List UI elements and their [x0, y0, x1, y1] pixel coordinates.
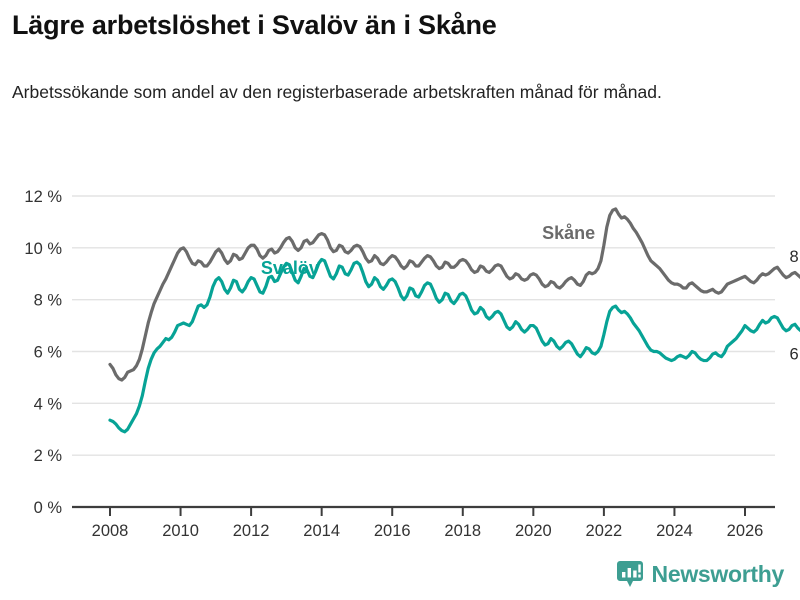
series-line-skåne — [108, 207, 800, 382]
y-tick-label: 8 % — [34, 292, 63, 310]
line-chart: 0 % 2 % 4 % 6 % 8 % 10 % 12 % 2008 2010 2012 2014… — [24, 188, 800, 540]
page-title: Lägre arbetslöshet i Svalöv än i Skåne — [12, 10, 497, 40]
gridlines — [72, 195, 775, 509]
x-tick-label: 2012 — [233, 522, 270, 540]
chart-subtitle: Arbetssökande som andel av den registerb… — [12, 82, 662, 102]
x-tick-label: 2014 — [303, 522, 340, 540]
footer-branding: Newsworthy — [616, 560, 785, 588]
newsworthy-logo-text: Newsworthy — [651, 560, 785, 587]
series-name-label-skåne: Skåne — [542, 223, 595, 243]
series-lines — [108, 207, 800, 434]
chart-area: 0 % 2 % 4 % 6 % 8 % 10 % 12 % 2008 2010 2012 2014… — [0, 170, 800, 550]
y-tick-label: 6 % — [34, 344, 63, 362]
x-tick-label: 2008 — [92, 522, 129, 540]
x-tick-label: 2010 — [162, 522, 199, 540]
x-tick-label: 2022 — [586, 522, 623, 540]
series-end-label-svalöv: 6,7 % — [790, 345, 800, 363]
y-tick-label: 12 % — [24, 188, 62, 206]
series-line-svalöv — [108, 257, 800, 434]
x-tick-label: 2024 — [656, 522, 693, 540]
x-tick-label: 2020 — [515, 522, 552, 540]
x-tick-label: 2018 — [444, 522, 481, 540]
series-name-label-svalöv: Svalöv — [261, 258, 319, 278]
y-axis-labels: 0 % 2 % 4 % 6 % 8 % 10 % 12 % — [24, 188, 62, 517]
x-tick-label: 2016 — [374, 522, 411, 540]
y-tick-label: 0 % — [34, 499, 63, 517]
y-tick-label: 2 % — [34, 447, 63, 465]
x-axis-labels: 2008 2010 2012 2014 2016 2018 2020 2022 2024 2026 — [92, 507, 764, 540]
x-tick-label: 2026 — [727, 522, 764, 540]
series-annotations: 8,8 % Skåne 6,7 % Svalöv — [261, 223, 800, 364]
y-tick-label: 10 % — [24, 240, 62, 258]
series-end-label-skåne: 8,8 % — [790, 248, 800, 266]
bar-chart-speech-bubble-icon — [616, 561, 643, 587]
y-tick-label: 4 % — [34, 395, 63, 413]
